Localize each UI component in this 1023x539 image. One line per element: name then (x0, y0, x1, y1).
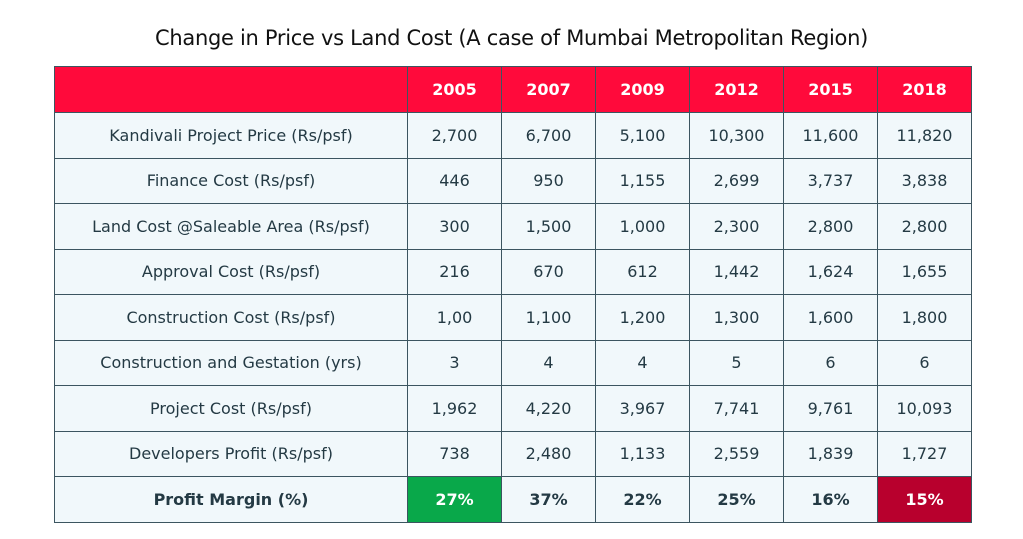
value-cell: 216 (407, 248, 502, 295)
row-label: Project Cost (Rs/psf) (54, 385, 408, 432)
value-cell: 7,741 (689, 385, 784, 432)
row-label: Land Cost @Saleable Area (Rs/psf) (54, 203, 408, 250)
value-cell: 300 (407, 203, 502, 250)
value-cell: 1,100 (501, 294, 596, 341)
value-cell: 4,220 (501, 385, 596, 432)
row-label: Construction Cost (Rs/psf) (54, 294, 408, 341)
value-cell: 5 (689, 339, 784, 386)
value-cell: 22% (595, 476, 690, 523)
value-cell: 1,00 (407, 294, 502, 341)
table-row: Project Cost (Rs/psf) 1,962 4,220 3,967 7,74… (54, 385, 972, 432)
row-label: Approval Cost (Rs/psf) (54, 248, 408, 295)
value-cell: 1,000 (595, 203, 690, 250)
value-cell: 446 (407, 157, 502, 204)
value-cell: 2,480 (501, 430, 596, 477)
value-cell: 9,761 (783, 385, 878, 432)
table-row: Developers Profit (Rs/psf) 738 2,480 1,133 2… (54, 430, 972, 477)
value-cell: 950 (501, 157, 596, 204)
value-cell: 1,600 (783, 294, 878, 341)
value-cell: 1,442 (689, 248, 784, 295)
table-row: Land Cost @Saleable Area (Rs/psf) 300 1,50… (54, 203, 972, 250)
table-row: Kandivali Project Price (Rs/psf) 2,700 6,7… (54, 112, 972, 159)
header-cell-year: 2012 (689, 66, 784, 113)
value-cell: 4 (595, 339, 690, 386)
header-cell-year: 2005 (407, 66, 502, 113)
value-cell: 1,133 (595, 430, 690, 477)
value-cell: 1,655 (877, 248, 972, 295)
value-cell: 1,300 (689, 294, 784, 341)
value-cell: 2,559 (689, 430, 784, 477)
value-cell: 6 (877, 339, 972, 386)
value-cell: 5,100 (595, 112, 690, 159)
value-cell: 3,737 (783, 157, 878, 204)
value-cell: 10,093 (877, 385, 972, 432)
value-cell: 37% (501, 476, 596, 523)
row-label: Kandivali Project Price (Rs/psf) (54, 112, 408, 159)
value-cell: 11,600 (783, 112, 878, 159)
price-vs-land-cost-table: 2005 2007 2009 2012 2015 2018 Kandivali … (54, 66, 972, 523)
value-cell: 1,962 (407, 385, 502, 432)
value-cell: 3 (407, 339, 502, 386)
header-cell-year: 2018 (877, 66, 972, 113)
value-cell: 1,200 (595, 294, 690, 341)
value-cell: 1,800 (877, 294, 972, 341)
header-cell-label (54, 66, 408, 113)
page-title: Change in Price vs Land Cost (A case of … (155, 26, 868, 50)
table-row: Finance Cost (Rs/psf) 446 950 1,155 2,699 3,7… (54, 157, 972, 204)
value-cell: 6 (783, 339, 878, 386)
table-row: Profit Margin (%) 27% 37% 22% 25% 16% 15% (54, 476, 972, 523)
table-row: Construction and Gestation (yrs) 3 4 4 5 6 6 (54, 339, 972, 386)
header-cell-year: 2015 (783, 66, 878, 113)
row-label: Construction and Gestation (yrs) (54, 339, 408, 386)
row-label: Developers Profit (Rs/psf) (54, 430, 408, 477)
value-cell: 15% (877, 476, 972, 523)
value-cell: 2,800 (783, 203, 878, 250)
value-cell: 25% (689, 476, 784, 523)
table-row: Approval Cost (Rs/psf) 216 670 612 1,442 1,62… (54, 248, 972, 295)
header-cell-year: 2009 (595, 66, 690, 113)
value-cell: 1,624 (783, 248, 878, 295)
value-cell: 27% (407, 476, 502, 523)
value-cell: 4 (501, 339, 596, 386)
value-cell: 1,727 (877, 430, 972, 477)
value-cell: 2,700 (407, 112, 502, 159)
value-cell: 2,300 (689, 203, 784, 250)
value-cell: 612 (595, 248, 690, 295)
value-cell: 10,300 (689, 112, 784, 159)
value-cell: 1,839 (783, 430, 878, 477)
header-cell-year: 2007 (501, 66, 596, 113)
value-cell: 670 (501, 248, 596, 295)
value-cell: 1,155 (595, 157, 690, 204)
value-cell: 2,699 (689, 157, 784, 204)
row-label: Finance Cost (Rs/psf) (54, 157, 408, 204)
header-row: 2005 2007 2009 2012 2015 2018 (54, 66, 972, 113)
value-cell: 3,838 (877, 157, 972, 204)
value-cell: 2,800 (877, 203, 972, 250)
value-cell: 3,967 (595, 385, 690, 432)
value-cell: 738 (407, 430, 502, 477)
table-row: Construction Cost (Rs/psf) 1,00 1,100 1,200… (54, 294, 972, 341)
value-cell: 1,500 (501, 203, 596, 250)
row-label: Profit Margin (%) (54, 476, 408, 523)
value-cell: 11,820 (877, 112, 972, 159)
value-cell: 16% (783, 476, 878, 523)
value-cell: 6,700 (501, 112, 596, 159)
